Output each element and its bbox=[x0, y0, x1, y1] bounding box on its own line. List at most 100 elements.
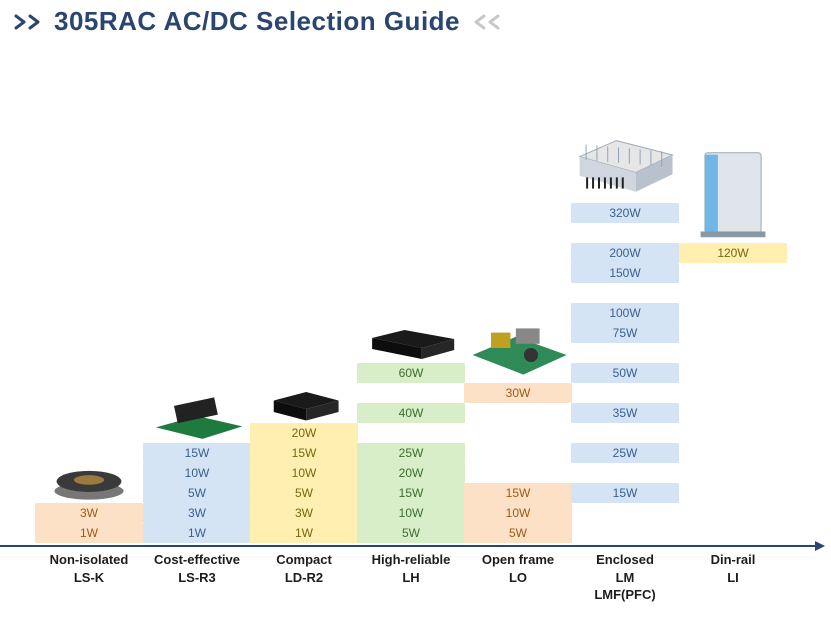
category-label-lo: Open frameLO bbox=[464, 551, 572, 586]
wattage-bar: 25W bbox=[571, 443, 679, 463]
product-icon bbox=[679, 141, 787, 243]
bar-gap bbox=[679, 323, 787, 343]
bar-stack: 120W bbox=[679, 141, 787, 543]
category-label-lsk: Non-isolatedLS-K bbox=[35, 551, 143, 586]
column-lo: 5W10W15W 30W bbox=[464, 307, 572, 543]
bar-gap bbox=[679, 303, 787, 323]
category-title: Non-isolated bbox=[35, 551, 143, 569]
wattage-bar: 10W bbox=[250, 463, 358, 483]
bar-gap bbox=[679, 483, 787, 503]
wattage-bar: 100W bbox=[571, 303, 679, 323]
category-subtitle: LS-K bbox=[35, 569, 143, 587]
bar-gap bbox=[571, 503, 679, 523]
bar-gap bbox=[464, 463, 572, 483]
column-lsr3: 1W3W5W10W15W bbox=[143, 385, 251, 543]
wattage-bar: 10W bbox=[357, 503, 465, 523]
wattage-bar: 10W bbox=[464, 503, 572, 523]
selection-guide: 305RAC AC/DC Selection Guide 1W3W 1W3W5W… bbox=[0, 0, 831, 619]
wattage-bar: 200W bbox=[571, 243, 679, 263]
bar-gap bbox=[571, 283, 679, 303]
bar-stack: 5W10W15W20W25W 40W 60W bbox=[357, 307, 465, 543]
wattage-bar: 1W bbox=[143, 523, 251, 543]
category-label-ldr2: CompactLD-R2 bbox=[250, 551, 358, 586]
bar-gap bbox=[571, 383, 679, 403]
column-lm: 15W25W35W50W75W100W150W200W320W bbox=[571, 117, 679, 543]
wattage-bar: 15W bbox=[464, 483, 572, 503]
category-subtitle: LI bbox=[679, 569, 787, 587]
title-row: 305RAC AC/DC Selection Guide bbox=[0, 0, 831, 37]
wattage-bar: 15W bbox=[357, 483, 465, 503]
category-subtitle: LD-R2 bbox=[250, 569, 358, 587]
bar-gap bbox=[679, 463, 787, 483]
product-icon bbox=[571, 117, 679, 203]
wattage-bar: 20W bbox=[250, 423, 358, 443]
wattage-bar: 15W bbox=[143, 443, 251, 463]
bar-gap bbox=[571, 423, 679, 443]
bar-gap bbox=[571, 523, 679, 543]
category-subtitle: LO bbox=[464, 569, 572, 587]
category-title: Enclosed bbox=[571, 551, 679, 569]
category-label-lm: EnclosedLMLMF(PFC) bbox=[571, 551, 679, 604]
bar-gap bbox=[464, 403, 572, 423]
wattage-bar: 3W bbox=[35, 503, 143, 523]
bar-gap bbox=[679, 343, 787, 363]
wattage-bar: 5W bbox=[464, 523, 572, 543]
bar-stack: 15W25W35W50W75W100W150W200W320W bbox=[571, 117, 679, 543]
chevron-right-icon bbox=[14, 14, 40, 30]
category-title: Open frame bbox=[464, 551, 572, 569]
category-title: Din-rail bbox=[679, 551, 787, 569]
bar-stack: 5W10W15W 30W bbox=[464, 307, 572, 543]
x-axis-arrow bbox=[0, 545, 823, 547]
category-label-li: Din-railLI bbox=[679, 551, 787, 586]
column-ldr2: 1W3W5W10W15W20W bbox=[250, 367, 358, 543]
category-title: High-reliable bbox=[357, 551, 465, 569]
product-icon bbox=[464, 307, 572, 383]
wattage-bar: 35W bbox=[571, 403, 679, 423]
bar-gap bbox=[679, 503, 787, 523]
bar-gap bbox=[679, 383, 787, 403]
category-subtitle: LS-R3 bbox=[143, 569, 251, 587]
bar-gap bbox=[679, 443, 787, 463]
wattage-bar: 10W bbox=[143, 463, 251, 483]
category-title: Compact bbox=[250, 551, 358, 569]
column-lh: 5W10W15W20W25W 40W 60W bbox=[357, 307, 465, 543]
wattage-bar: 3W bbox=[250, 503, 358, 523]
category-subtitle: LMF(PFC) bbox=[571, 586, 679, 604]
wattage-bar: 40W bbox=[357, 403, 465, 423]
bar-gap bbox=[357, 423, 465, 443]
wattage-bar: 20W bbox=[357, 463, 465, 483]
wattage-bar: 30W bbox=[464, 383, 572, 403]
page-title: 305RAC AC/DC Selection Guide bbox=[54, 6, 460, 37]
category-subtitle: LH bbox=[357, 569, 465, 587]
wattage-bar: 150W bbox=[571, 263, 679, 283]
bar-stack: 1W3W bbox=[35, 449, 143, 543]
wattage-bar: 15W bbox=[250, 443, 358, 463]
category-label-lh: High-reliableLH bbox=[357, 551, 465, 586]
bar-gap bbox=[571, 223, 679, 243]
bar-stack: 1W3W5W10W15W20W bbox=[250, 367, 358, 543]
wattage-bar: 5W bbox=[250, 483, 358, 503]
wattage-bar: 50W bbox=[571, 363, 679, 383]
wattage-bar: 15W bbox=[571, 483, 679, 503]
column-lsk: 1W3W bbox=[35, 449, 143, 543]
selection-chart: 1W3W 1W3W5W10W15W 1W3W5W10W15W20W 5W10W1… bbox=[0, 60, 831, 543]
category-subtitle: LM bbox=[571, 569, 679, 587]
column-li: 120W bbox=[679, 141, 787, 543]
wattage-bar: 1W bbox=[250, 523, 358, 543]
wattage-bar: 25W bbox=[357, 443, 465, 463]
bar-gap bbox=[679, 423, 787, 443]
bar-gap bbox=[464, 443, 572, 463]
bar-gap bbox=[679, 263, 787, 283]
wattage-bar: 5W bbox=[143, 483, 251, 503]
bar-stack: 1W3W5W10W15W bbox=[143, 385, 251, 543]
category-title: Cost-effective bbox=[143, 551, 251, 569]
bar-gap bbox=[571, 463, 679, 483]
wattage-bar: 60W bbox=[357, 363, 465, 383]
bar-gap bbox=[679, 403, 787, 423]
bar-gap bbox=[357, 383, 465, 403]
product-icon bbox=[35, 449, 143, 503]
bar-gap bbox=[464, 423, 572, 443]
wattage-bar: 120W bbox=[679, 243, 787, 263]
wattage-bar: 75W bbox=[571, 323, 679, 343]
wattage-bar: 5W bbox=[357, 523, 465, 543]
